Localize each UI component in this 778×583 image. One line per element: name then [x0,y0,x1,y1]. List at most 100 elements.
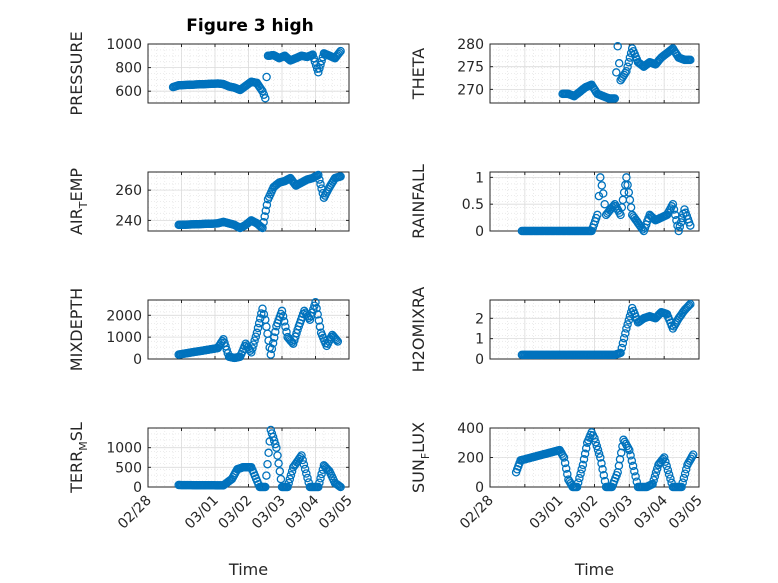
data-point [274,459,283,468]
data-point [579,455,589,464]
data-point [311,297,320,307]
data-point [287,467,297,476]
data-point [580,449,590,459]
x-tick-label: 03/01 [527,493,567,533]
data-point [267,344,277,354]
data-point [683,302,693,311]
y-tick-label: 0 [475,480,484,496]
data-point [316,60,325,70]
data-point [315,322,325,331]
x-tick-label: 03/03 [249,493,289,533]
data-point [650,472,660,481]
data-point [257,222,266,232]
data-point [576,469,585,478]
series-markers [511,428,698,492]
data-point [666,474,675,483]
subplot-4: 0 0.5 1 RAINFALL [409,164,700,240]
data-point [316,474,325,483]
series-markers [174,425,345,492]
x-tick-label: 03/02 [561,493,601,533]
y-tick-label: 500 [115,460,142,476]
data-point [678,478,687,487]
y-tick-label: 1 [475,170,484,186]
data-point [597,459,606,468]
data-point [269,333,279,342]
data-point [259,217,268,227]
data-point [336,46,345,56]
data-point [253,323,263,333]
data-point [316,179,325,189]
data-point [284,478,293,488]
data-point [286,336,296,346]
data-point [686,55,695,65]
data-point [315,478,324,487]
data-point [335,481,344,491]
data-point [336,482,345,492]
data-point [679,473,689,483]
data-point [680,469,690,478]
data-point [262,200,272,210]
data-point [283,482,292,492]
data-point [261,206,271,215]
data-point [578,460,588,470]
data-point [313,310,322,319]
x-axis-label: Time [228,560,268,579]
data-point [597,181,607,190]
data-point [659,453,669,462]
data-point [276,474,286,484]
data-point [252,328,262,338]
data-point [249,340,258,349]
data-point [664,470,674,479]
subplot-6: 0 1 2 H2OMIXRA [409,287,700,373]
data-point [648,479,657,489]
y-tick-label: 400 [457,421,484,437]
data-point [672,216,681,225]
data-point [590,434,599,443]
data-point [626,451,635,460]
data-point [248,344,257,353]
data-point [331,334,340,344]
subplot-3: 240 260 AIRTEMP [67,168,350,235]
data-point [268,339,278,348]
data-point [297,451,306,460]
y-tick-label: 275 [457,60,484,76]
data-point [317,469,326,479]
data-point [303,473,312,483]
data-point [622,66,631,76]
data-point [273,451,282,460]
y-tick-label: 280 [457,37,484,53]
y-tick-label: 200 [457,451,484,467]
data-point [312,304,321,313]
data-point [662,461,671,471]
x-tick-label: 03/05 [316,493,356,533]
data-point [596,453,605,462]
data-point [599,470,609,480]
data-point [258,304,267,313]
data-point [616,348,625,358]
series-markers [168,46,345,103]
data-point [314,68,323,77]
data-point [318,188,328,198]
subplot-2: 270 275 280 THETA [409,37,700,104]
data-point [260,212,269,221]
data-point [333,337,343,346]
x-tick-label: 03/04 [631,492,671,532]
y-axis-label: SUNFLUX [409,422,432,493]
data-point [559,453,569,462]
data-point [314,316,324,325]
x-tick-label: 03/01 [182,493,222,533]
data-point [624,57,634,67]
y-axis-label: THETA [409,48,428,100]
data-point [661,457,670,466]
data-point [651,468,661,477]
figure-title: Figure 3 high [186,16,314,36]
data-point [621,329,630,338]
data-point [572,482,582,492]
data-point [262,471,271,480]
data-point [302,469,311,478]
y-axis-label: H2OMIXRA [409,287,428,373]
data-point [598,465,607,474]
y-axis-label: RAINFALL [409,164,428,239]
y-tick-label: 800 [115,61,142,77]
